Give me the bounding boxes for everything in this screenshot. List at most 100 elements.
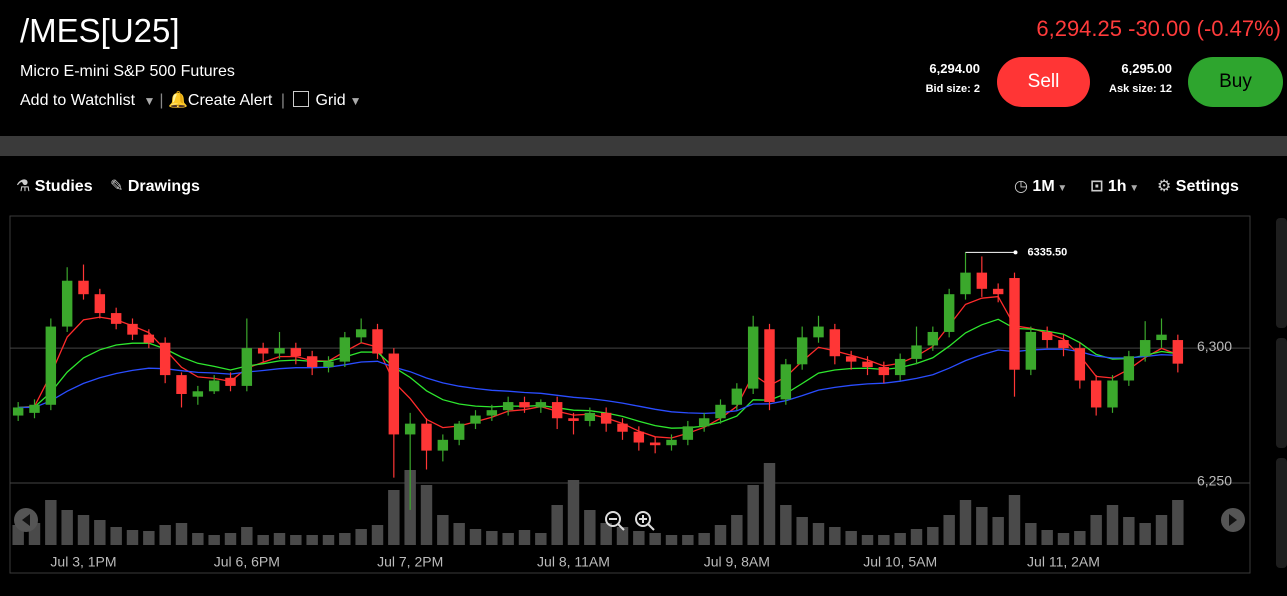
buy-button[interactable]: Buy [1188,57,1283,107]
last-price: 6,294.25 -30.00 (-0.47%) [1036,16,1281,42]
sell-button[interactable]: Sell [997,57,1090,107]
volume-bar [992,517,1004,545]
candle-body [960,272,971,295]
volume-bar [143,531,155,545]
volume-bar [371,525,384,545]
volume-bar [355,529,367,545]
volume-bar [845,531,857,545]
settings[interactable]: ⚙ Settings [1157,178,1239,195]
volume-bar [1041,530,1053,545]
x-tick-label: Jul 6, 6PM [214,554,280,570]
volume-bar [1090,515,1102,545]
y-tick-label: 6,300 [1197,338,1232,354]
candle-body [894,358,906,376]
chart-frame [9,215,1251,574]
volume-bar [437,515,449,545]
x-tick-label: Jul 7, 2PM [377,554,443,570]
candle-body [927,331,939,346]
bid-size: Bid size: 2 [925,83,980,95]
volume-bar [551,505,563,545]
candle-body [404,423,416,435]
volume-bar [959,500,972,545]
volume-bar [12,525,24,545]
volume-bar [829,527,841,545]
candle-body [45,326,57,405]
candle-body [421,423,432,451]
volume-bar [77,515,90,545]
volume-bar [241,527,253,545]
candle-body [502,402,514,411]
studies[interactable]: ⚗ Studies [16,178,93,195]
bid: 6,294.00 [929,61,980,76]
candle-body [61,280,73,327]
candle-body [1009,278,1020,370]
volume-bar [1172,500,1184,545]
side-tab [1276,218,1287,328]
candle-body [976,272,988,289]
x-tick-label: Jul 3, 1PM [50,554,116,570]
volume-bar [763,463,776,545]
candle-body [862,361,873,368]
candle-body [470,415,481,424]
moving-average [18,295,1179,439]
x-tick-label: Jul 8, 11AM [537,554,610,570]
candle-body [94,294,106,314]
candle-body [682,426,694,440]
volume-bar [420,485,433,545]
candle-body [437,439,449,451]
candle-body [666,439,677,446]
candle-body [1025,331,1037,370]
volume-bar [698,533,710,545]
volume-bar [780,505,792,545]
volume-bar [665,535,678,545]
candle-body [323,361,334,368]
scroll-left[interactable] [14,508,38,532]
last: 6,294.25 [1036,16,1122,41]
candle-body [355,329,367,338]
drawings[interactable]: ✎ Drawings [110,178,200,195]
interval[interactable]: ⊡ 1h ▼ [1090,178,1140,195]
candle-body [176,375,187,394]
zoom-in[interactable] [635,511,655,531]
volume-bar [747,485,759,545]
zoom-out[interactable] [605,511,625,531]
candle-body [453,423,465,440]
candle-body [568,418,579,421]
volume-bar [518,530,531,545]
volume-bar [927,527,939,545]
volume-bar [682,535,694,545]
alert-button[interactable]: Create Alert [187,92,273,109]
candle-body [1041,331,1053,341]
volume-bar [1106,505,1119,545]
grid-button[interactable]: Grid [315,92,346,109]
candle-body [1090,380,1102,408]
candle-body [992,288,1004,295]
volume-bar [600,523,612,545]
candle-body [813,326,824,338]
volume-bar [731,515,743,545]
candle-body [1107,380,1118,408]
candle-body [535,402,547,408]
volume-bar [94,520,106,545]
range[interactable]: ◷ 1M ▼ [1014,178,1068,195]
volume-bar [486,531,498,545]
x-tick-label: Jul 10, 5AM [863,554,937,570]
candle-body [78,280,89,295]
side-tab [1276,338,1287,448]
side-tab [1276,458,1287,568]
candle-body [274,348,285,354]
candle-body [290,348,302,357]
candle-body [372,329,383,354]
volume-bar [192,533,204,545]
volume-bar [273,533,286,545]
candle-body [747,326,759,389]
volume-bar [175,523,188,545]
x-tick-label: Jul 9, 8AM [704,554,770,570]
scroll-right[interactable] [1221,508,1245,532]
volume-bar [976,507,988,545]
volume-bar [878,535,890,545]
volume-bar [257,535,269,545]
watchlist-button[interactable]: Add to Watchlist [20,92,136,109]
y-tick-label: 6,250 [1197,473,1232,489]
